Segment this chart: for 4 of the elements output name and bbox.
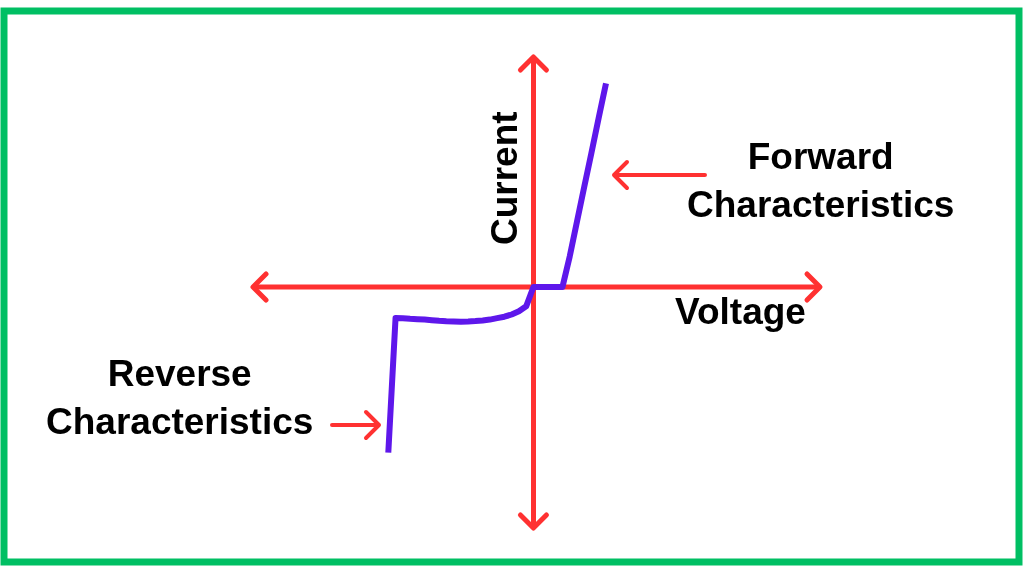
text: Reverse Characteristics bbox=[46, 353, 314, 443]
x-axis-title: Voltage bbox=[675, 291, 806, 332]
y-axis-title: Current bbox=[484, 111, 525, 245]
text: Forward Characteristics bbox=[687, 136, 955, 226]
